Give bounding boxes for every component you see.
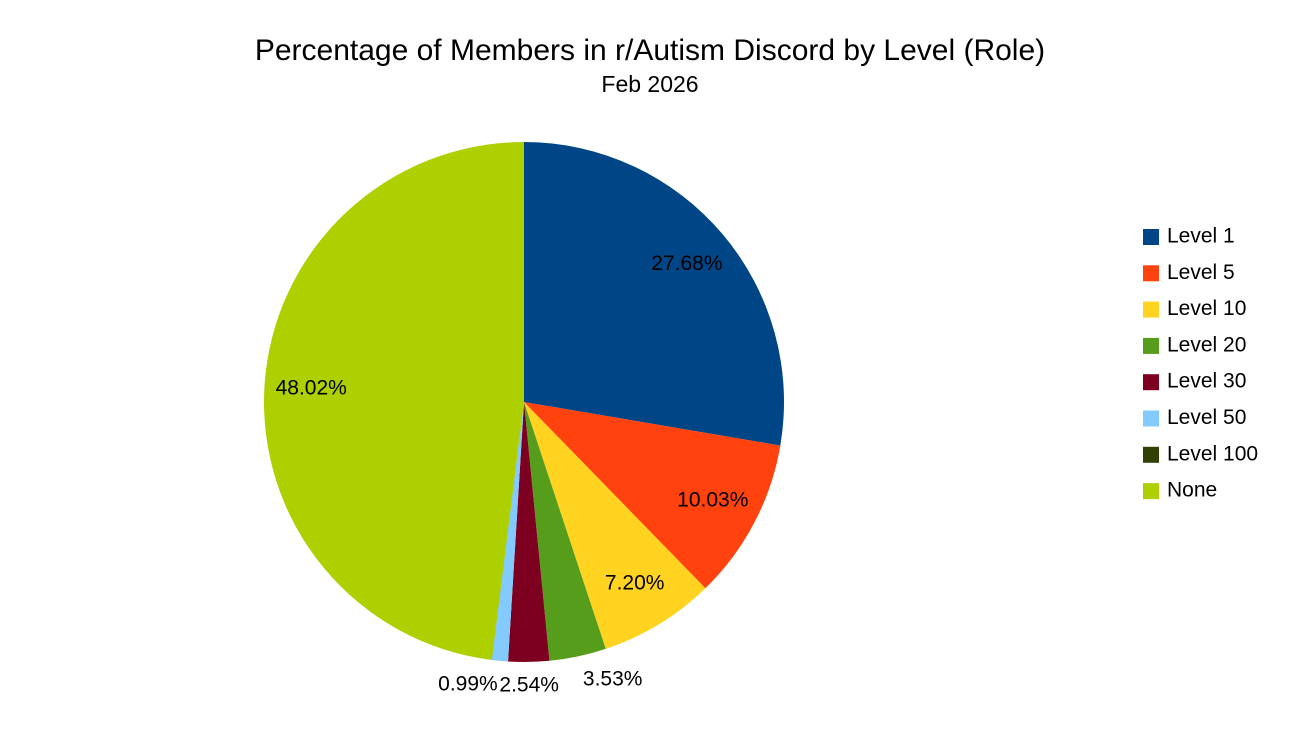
legend-label: Level 100 bbox=[1167, 442, 1258, 465]
pie-slice bbox=[524, 402, 606, 661]
pie-slice bbox=[264, 142, 524, 660]
value-label: 27.68% bbox=[651, 252, 722, 275]
legend-swatch bbox=[1143, 410, 1159, 427]
legend-swatch bbox=[1143, 229, 1159, 245]
value-label: 7.20% bbox=[605, 572, 665, 595]
legend-swatch bbox=[1143, 446, 1159, 463]
legend-label: Level 30 bbox=[1167, 370, 1246, 393]
value-label: 3.53% bbox=[583, 667, 643, 690]
pie-slice bbox=[524, 142, 784, 446]
value-label: 0.99% bbox=[438, 672, 498, 695]
legend-swatch bbox=[1143, 374, 1159, 391]
pie-slice bbox=[524, 402, 706, 649]
legend-swatch bbox=[1143, 265, 1159, 282]
legend-label: Level 1 bbox=[1167, 225, 1235, 248]
pie-slice bbox=[524, 402, 781, 589]
legend-swatch bbox=[1143, 483, 1159, 500]
pie-slice bbox=[508, 402, 550, 662]
legend: Level 1 Level 5 Level 10 Level 20 Level 30 Le… bbox=[1143, 225, 1258, 502]
legend-swatch bbox=[1143, 337, 1159, 354]
legend-label: None bbox=[1167, 479, 1217, 502]
chart-title: Percentage of Members in r/Autism Discor… bbox=[255, 34, 1045, 67]
pie-slice bbox=[491, 402, 524, 662]
legend-swatch bbox=[1143, 301, 1159, 318]
legend-label: Level 20 bbox=[1167, 333, 1246, 356]
legend-label: Level 5 bbox=[1167, 261, 1235, 284]
value-label: 2.54% bbox=[499, 673, 559, 696]
value-label: 48.02% bbox=[276, 376, 347, 399]
legend-label: Level 50 bbox=[1167, 406, 1246, 429]
chart-subtitle: Feb 2026 bbox=[601, 71, 698, 97]
legend-label: Level 10 bbox=[1167, 297, 1246, 320]
value-label: 10.03% bbox=[677, 489, 748, 512]
pie-slice bbox=[491, 402, 524, 661]
pie: 27.68% 10.03% 7.20% 3.53% 2.54%0.99% 48.02% bbox=[264, 142, 784, 696]
